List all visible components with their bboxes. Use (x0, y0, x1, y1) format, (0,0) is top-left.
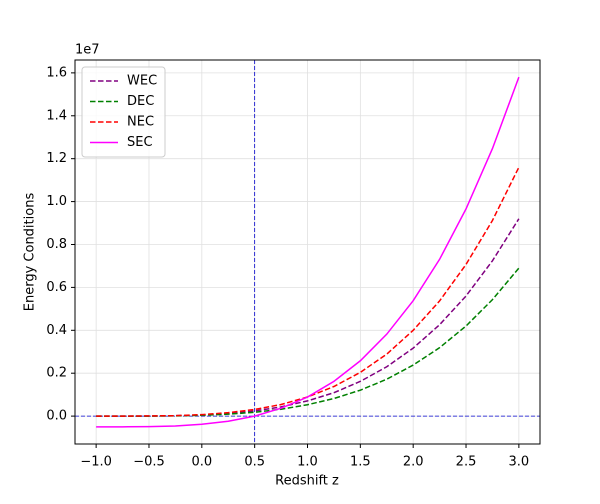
x-tick-label: 1.0 (297, 455, 318, 470)
legend-label: DEC (127, 94, 154, 109)
data-line (96, 76, 520, 428)
x-tick-label: −0.5 (133, 455, 165, 470)
y-tick-label: 0.4 (46, 323, 67, 338)
x-tick-label: 0.5 (244, 455, 265, 470)
y-tick-label: 0.2 (46, 366, 67, 381)
y-tick-label: 1.2 (46, 151, 67, 166)
y-tick-label: 1.4 (46, 108, 67, 123)
data-line (96, 267, 520, 417)
legend-label: NEC (127, 115, 154, 130)
legend-label: WEC (127, 74, 157, 89)
y-offset-label: 1e7 (75, 43, 100, 58)
data-line (96, 218, 520, 417)
y-tick-label: 1.0 (46, 194, 67, 209)
y-axis-label: Energy Conditions (23, 193, 38, 312)
x-axis-label: Redshift z (275, 474, 339, 489)
axes-frame (74, 59, 541, 445)
x-tick-label: 2.5 (456, 455, 477, 470)
y-tick-label: 0.6 (46, 280, 67, 295)
x-tick-label: 2.0 (403, 455, 424, 470)
legend-label: SEC (127, 135, 153, 150)
legend-box (81, 66, 166, 158)
x-tick-label: −1.0 (80, 455, 112, 470)
x-tick-label: 3.0 (509, 455, 530, 470)
x-tick-label: 0.0 (191, 455, 212, 470)
y-tick-label: 0.8 (46, 237, 67, 252)
y-tick-label: 0.0 (46, 409, 67, 424)
x-tick-label: 1.5 (350, 455, 371, 470)
y-tick-label: 1.6 (46, 65, 67, 80)
